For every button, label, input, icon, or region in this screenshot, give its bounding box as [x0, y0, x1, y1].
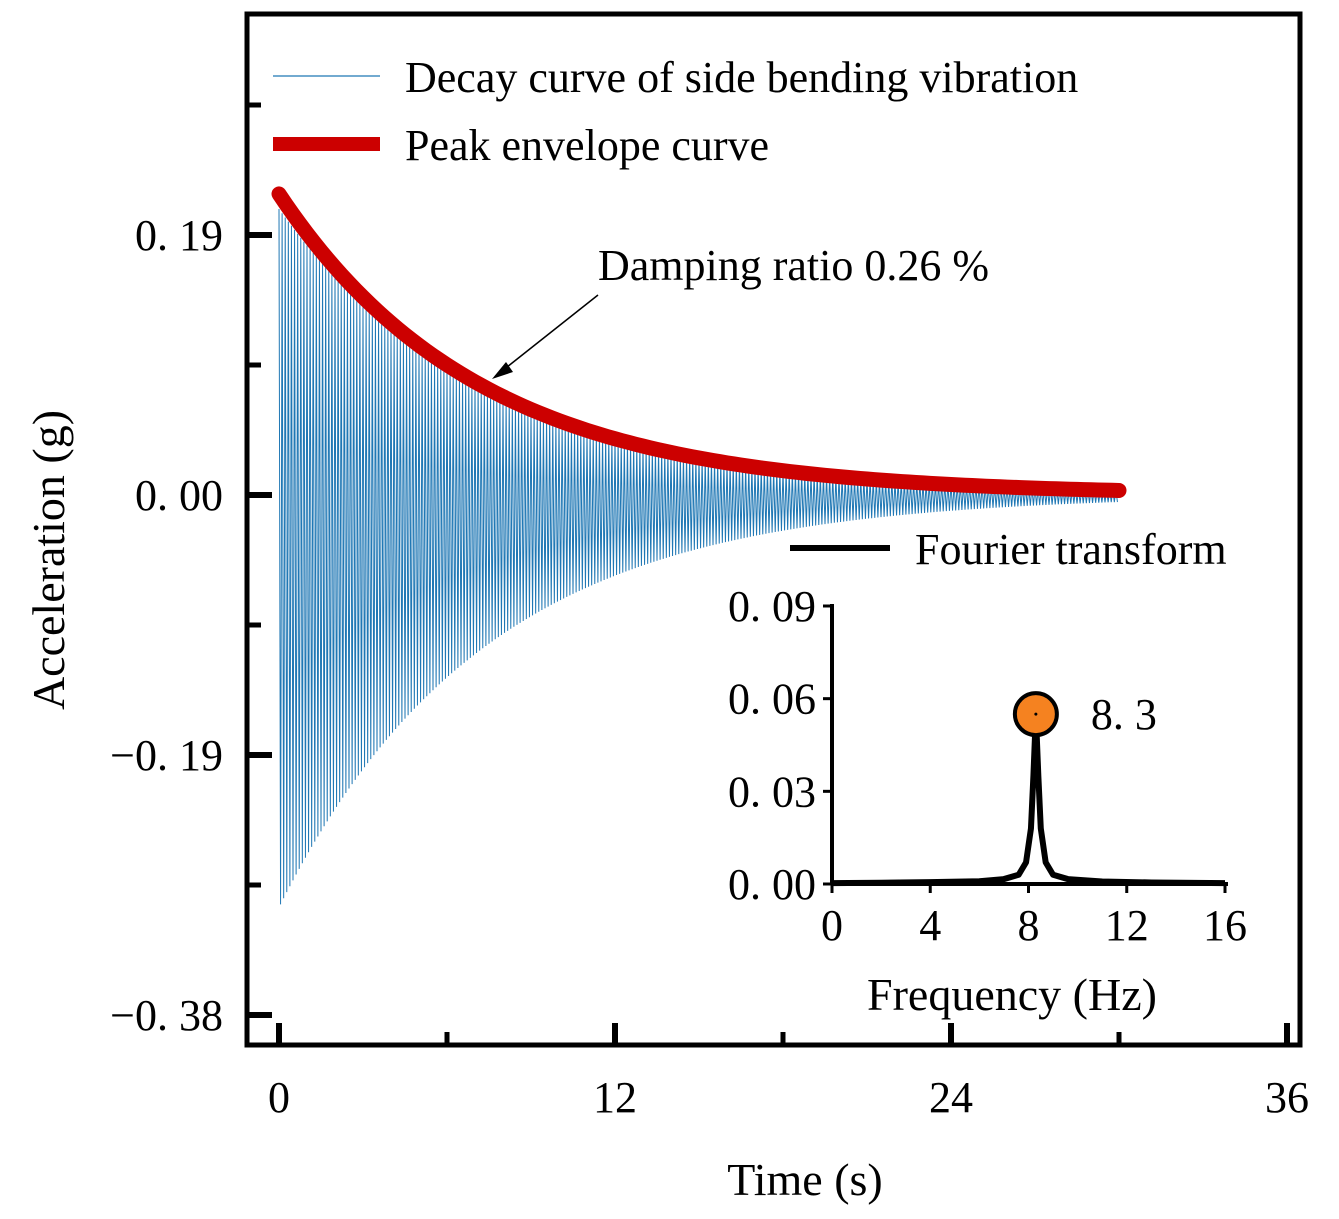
x-tick-label: 36: [1265, 1073, 1309, 1122]
fourier-curve: [831, 711, 1226, 887]
inset-x-tick-label: 16: [1203, 901, 1247, 950]
annotation-arrow-line: [501, 294, 599, 372]
inset-plot: Fourier transform 0 4 8 12 16 0. 00 0. 03 0. 06…: [728, 525, 1247, 1020]
annotation-arrow-head: [492, 362, 513, 379]
y-axis-title: Acceleration (g): [23, 410, 74, 710]
envelope-curve-layer: [271, 186, 1127, 498]
x-tick-label: 0: [268, 1073, 290, 1122]
main-legend: Decay curve of side bending vibration Pe…: [273, 53, 1078, 170]
main-tick-labels: 0 12 24 36 0. 19 0. 00 −0. 19 −0. 38: [110, 211, 1309, 1122]
inset-y-tick-label: 0. 09: [728, 582, 816, 631]
y-tick-label: −0. 19: [110, 731, 223, 780]
peak-marker-center: [1034, 712, 1038, 716]
inset-x-tick-label: 0: [821, 901, 843, 950]
x-tick-label: 24: [929, 1073, 973, 1122]
damping-annotation: Damping ratio 0.26 %: [492, 241, 989, 379]
legend-decay-label: Decay curve of side bending vibration: [405, 53, 1078, 102]
peak-marker-layer: 8. 3: [1012, 690, 1157, 739]
legend-envelope-label: Peak envelope curve: [405, 121, 769, 170]
envelope-curve: [271, 186, 1127, 498]
main-plot-frame: [244, 11, 1303, 1048]
inset-x-tick-label: 4: [919, 901, 941, 950]
y-tick-label: −0. 38: [110, 991, 223, 1040]
decay-curve-layer: [278, 208, 1118, 905]
y-tick-label: 0. 19: [135, 211, 223, 260]
legend-fourier-label: Fourier transform: [915, 525, 1227, 574]
inset-tick-labels: 0 4 8 12 16 0. 00 0. 03 0. 06 0. 09: [728, 582, 1247, 950]
main-plot: 0 12 24 36 0. 19 0. 00 −0. 19 −0. 38 Time (s) A…: [23, 11, 1309, 1205]
inset-y-tick-label: 0. 03: [728, 767, 816, 816]
x-tick-label: 12: [593, 1073, 637, 1122]
x-axis-title: Time (s): [727, 1154, 883, 1205]
inset-axis-ticks: [823, 604, 1227, 893]
inset-x-tick-label: 12: [1105, 901, 1149, 950]
inset-x-tick-label: 8: [1018, 901, 1040, 950]
y-tick-label: 0. 00: [135, 471, 223, 520]
fourier-curve-layer: [831, 711, 1226, 887]
main-axis-ticks: [249, 102, 1290, 1043]
inset-x-axis-title: Frequency (Hz): [867, 969, 1157, 1020]
inset-y-tick-label: 0. 00: [728, 860, 816, 909]
decay-curve: [278, 208, 1118, 905]
damping-ratio-label: Damping ratio 0.26 %: [598, 241, 989, 290]
peak-frequency-label: 8. 3: [1091, 690, 1157, 739]
inset-y-tick-label: 0. 06: [728, 675, 816, 724]
